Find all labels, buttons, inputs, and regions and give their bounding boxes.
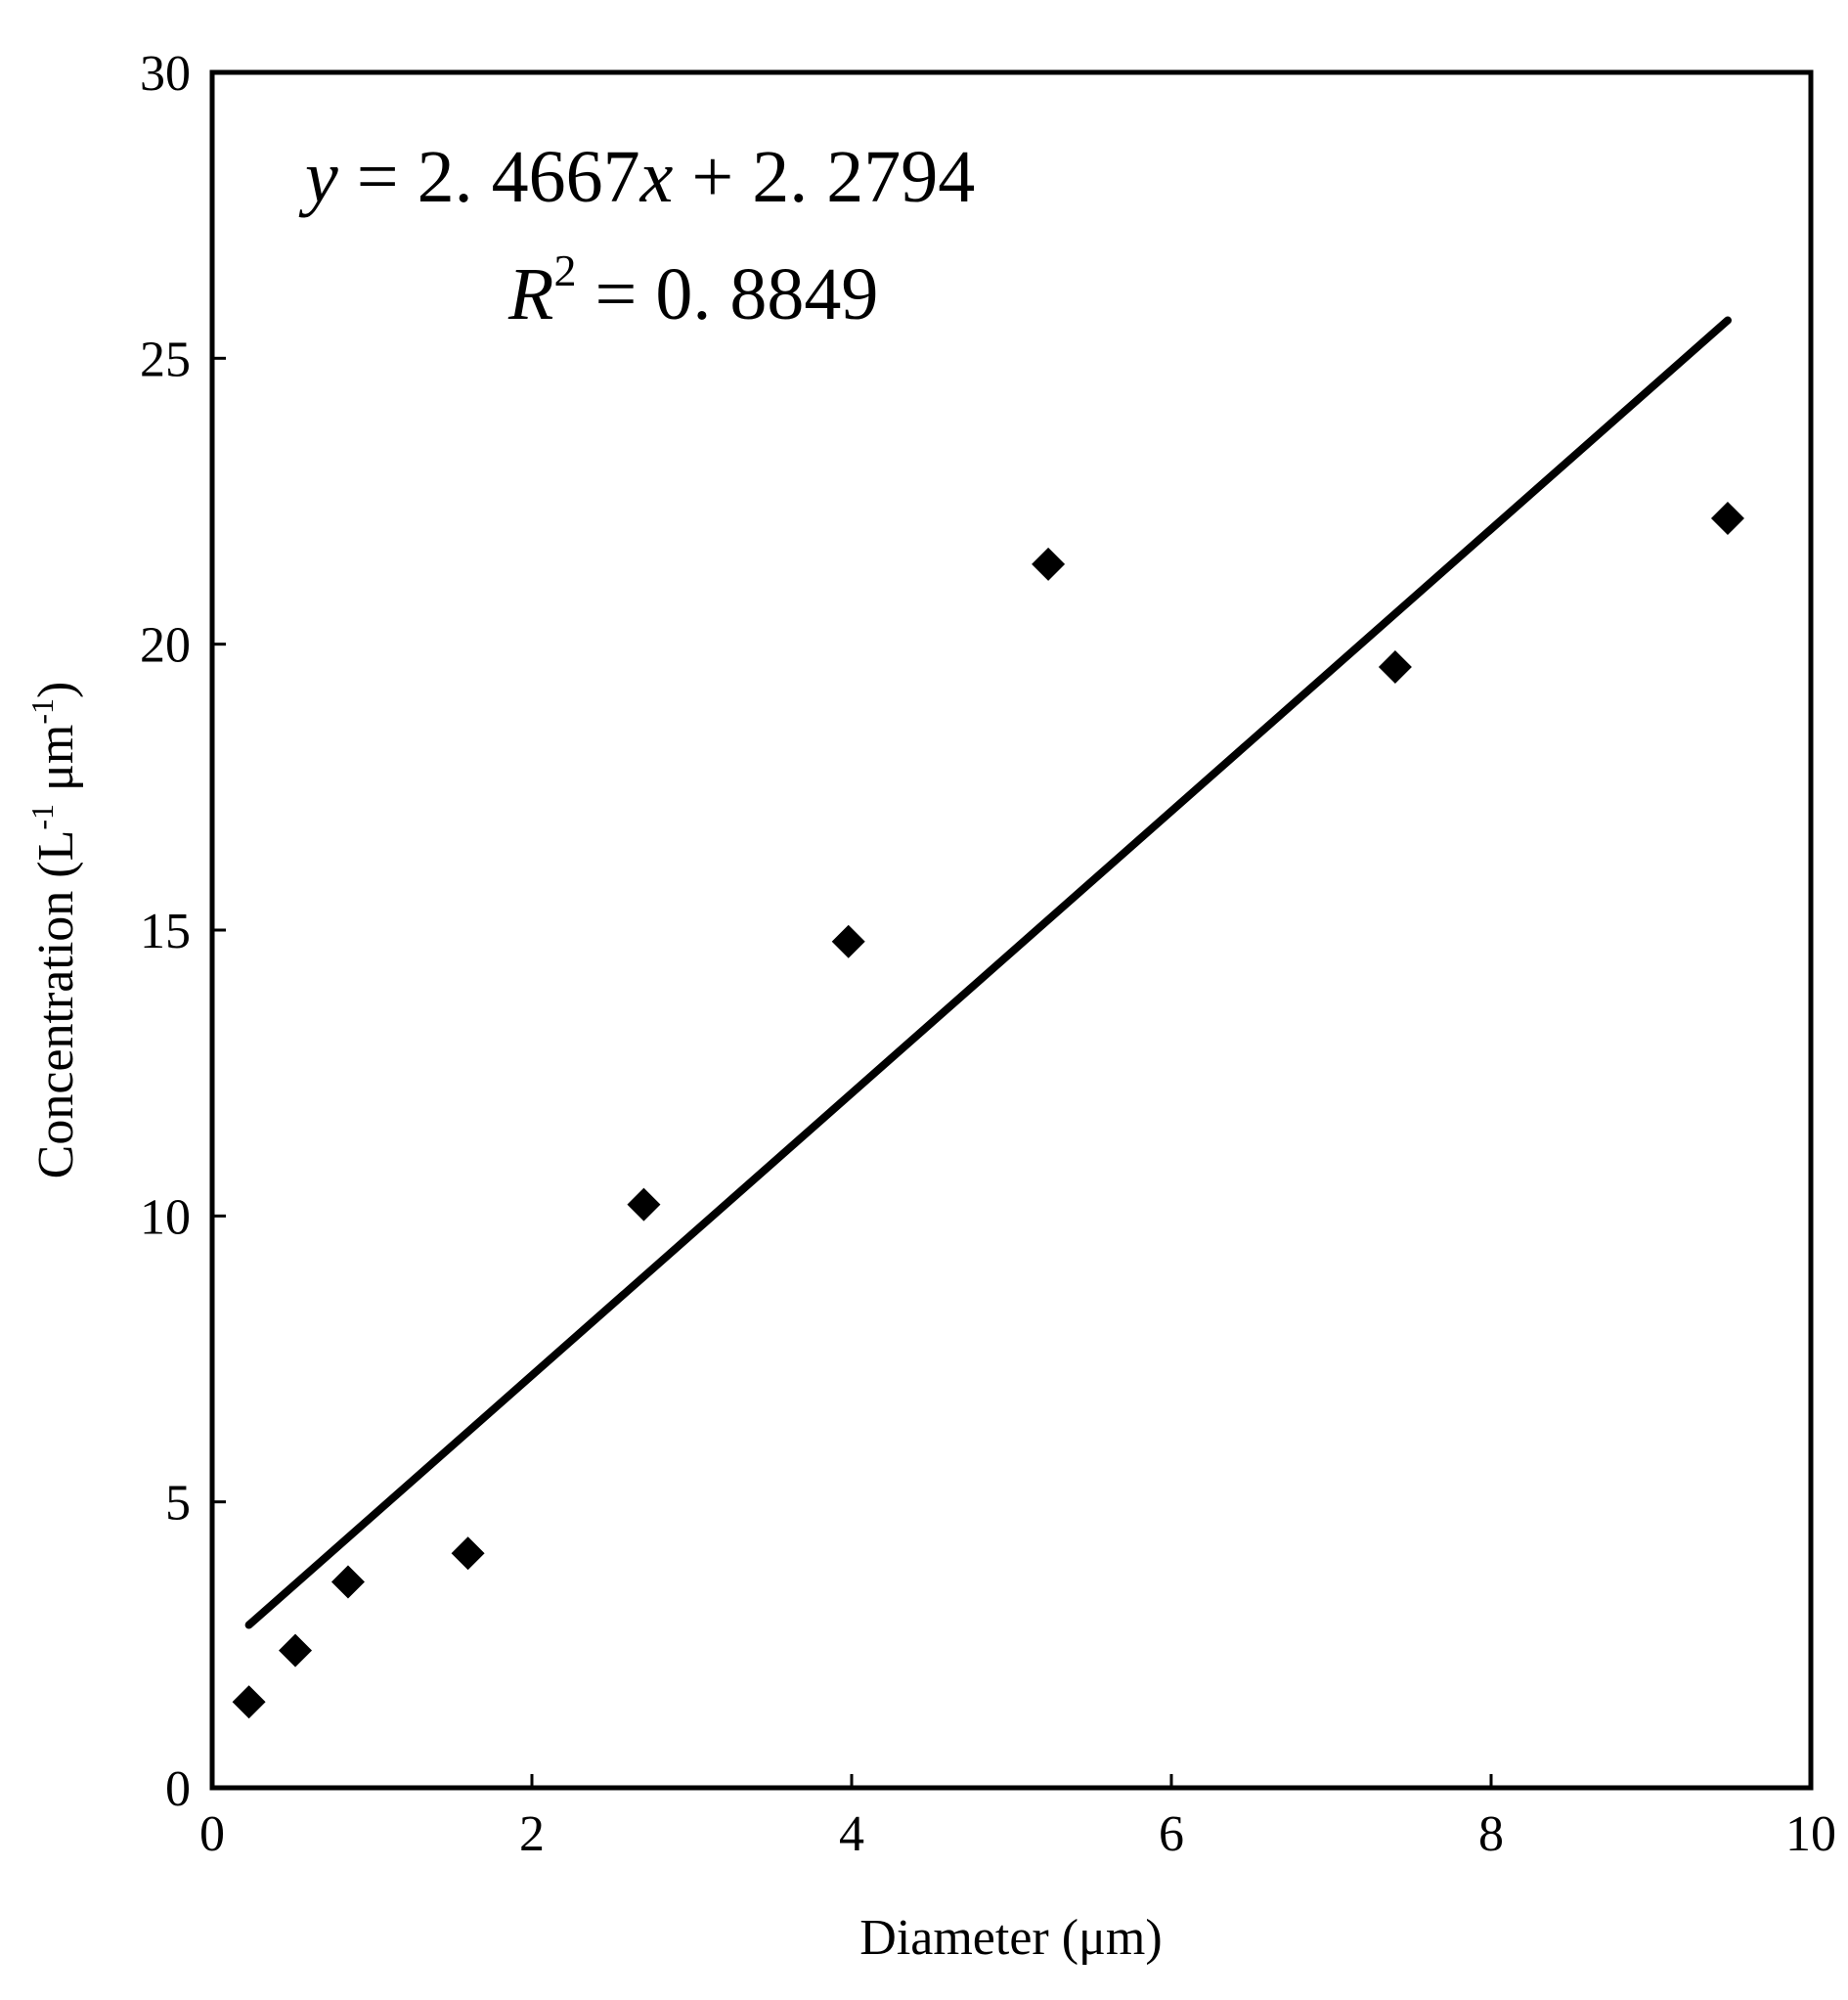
r-squared-equals: =: [576, 253, 655, 335]
y-axis-ticks: [212, 70, 226, 1790]
r-squared-value: 0. 8849: [655, 253, 878, 335]
x-axis-title: Diameter (μm): [859, 1910, 1162, 1966]
trendline: [244, 316, 1732, 1629]
regression-equation: y = 2. 4667x + 2. 2794: [298, 136, 975, 218]
y-tick-label: 0: [165, 1761, 191, 1817]
y-axis-title-sup-2: -1: [24, 698, 60, 725]
x-tick-label: 2: [519, 1806, 545, 1862]
x-tick-label: 10: [1785, 1806, 1836, 1862]
y-tick-label: 30: [140, 46, 191, 102]
y-tick-label: 25: [140, 332, 191, 387]
data-point: [279, 1633, 313, 1667]
x-axis-tick-labels: 0 2 4 6 8 10: [199, 1806, 1836, 1862]
data-point: [451, 1536, 485, 1571]
y-tick-label: 20: [140, 618, 191, 674]
data-point: [330, 1565, 365, 1599]
x-tick-label: 8: [1478, 1806, 1504, 1862]
data-point: [627, 1187, 661, 1222]
plot-frame: [209, 69, 1814, 1791]
y-tick-label: 5: [165, 1476, 191, 1532]
x-tick-label: 6: [1159, 1806, 1184, 1862]
data-point: [1032, 547, 1066, 581]
y-tick-label: 15: [140, 904, 191, 959]
equation-equals: =: [338, 136, 418, 218]
x-axis-ticks: [210, 1774, 1813, 1788]
equation-intercept: 2. 2794: [752, 136, 975, 218]
y-axis-title-base: Concentration (L: [28, 830, 84, 1179]
equation-slope: 2. 4667: [418, 136, 640, 218]
data-point: [232, 1685, 266, 1719]
equation-plus: +: [673, 136, 752, 218]
data-points: [232, 502, 1744, 1719]
y-axis-title-middle: μm: [28, 725, 84, 804]
y-tick-label: 10: [140, 1189, 191, 1245]
r-squared-var: R: [507, 253, 553, 335]
equation-var-x: x: [639, 136, 674, 218]
y-axis-title: Concentration (L-1 μm-1): [24, 682, 84, 1179]
data-point: [1378, 650, 1412, 685]
r-squared-sup: 2: [553, 245, 576, 295]
y-axis-title-end: ): [28, 682, 84, 698]
y-axis-tick-labels: 0 5 10 15 20 25 30: [140, 46, 191, 1817]
equation-var-y: y: [298, 136, 338, 218]
r-squared: R2 = 0. 8849: [507, 245, 878, 335]
data-point: [831, 924, 865, 958]
data-point: [1710, 502, 1744, 536]
x-tick-label: 0: [199, 1806, 225, 1862]
x-tick-label: 4: [839, 1806, 864, 1862]
y-axis-title-sup-1: -1: [24, 804, 60, 830]
